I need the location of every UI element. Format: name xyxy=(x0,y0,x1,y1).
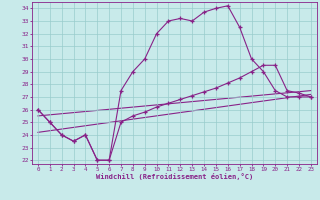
X-axis label: Windchill (Refroidissement éolien,°C): Windchill (Refroidissement éolien,°C) xyxy=(96,173,253,180)
